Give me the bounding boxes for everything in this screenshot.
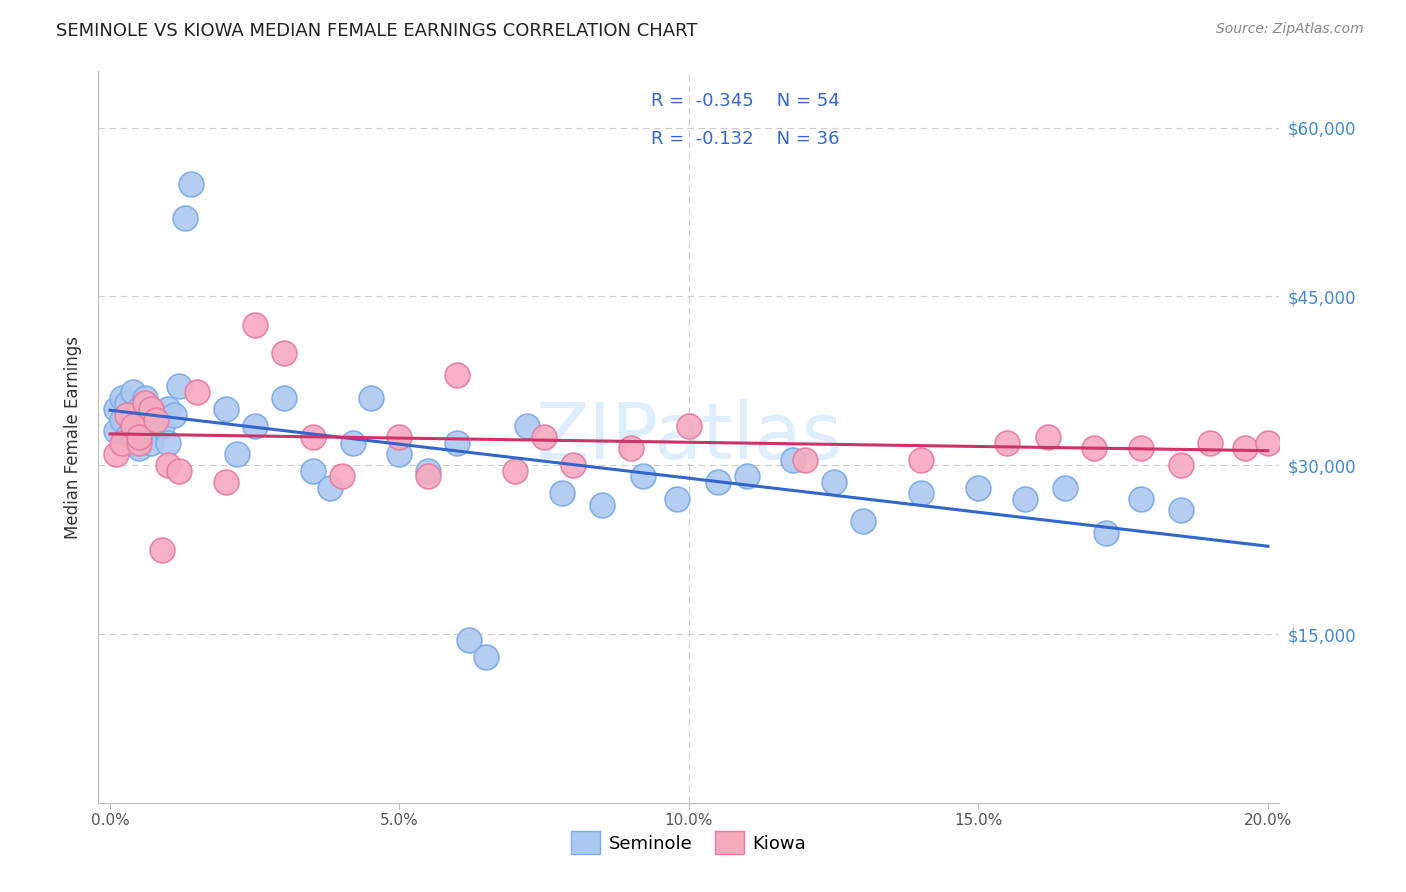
Point — [550, 486, 572, 500]
Point — [122, 435, 145, 450]
Point — [793, 452, 815, 467]
Point — [458, 632, 481, 647]
Point — [145, 413, 167, 427]
Point — [446, 435, 468, 450]
Text: SEMINOLE VS KIOWA MEDIAN FEMALE EARNINGS CORRELATION CHART: SEMINOLE VS KIOWA MEDIAN FEMALE EARNINGS… — [56, 22, 697, 40]
Point — [139, 401, 162, 416]
Point — [1257, 435, 1279, 450]
Point — [446, 368, 468, 383]
Point — [1129, 442, 1152, 456]
Point — [418, 464, 440, 478]
Point — [122, 418, 145, 433]
Text: R =  -0.345    N = 54: R = -0.345 N = 54 — [651, 92, 839, 110]
Point — [503, 464, 526, 478]
Point — [273, 345, 295, 359]
Point — [967, 481, 990, 495]
Point — [910, 452, 932, 467]
Point — [110, 435, 132, 450]
Point — [150, 418, 173, 433]
Text: Source: ZipAtlas.com: Source: ZipAtlas.com — [1216, 22, 1364, 37]
Y-axis label: Median Female Earnings: Median Female Earnings — [65, 335, 83, 539]
Text: ZIPatlas: ZIPatlas — [536, 399, 842, 475]
Point — [180, 177, 202, 191]
Point — [301, 464, 323, 478]
Point — [516, 418, 538, 433]
Point — [186, 385, 208, 400]
Point — [631, 469, 654, 483]
Point — [562, 458, 585, 473]
Point — [1036, 430, 1059, 444]
Point — [475, 649, 498, 664]
Point — [1083, 442, 1105, 456]
Point — [117, 396, 139, 410]
Point — [128, 401, 150, 416]
Point — [910, 486, 932, 500]
Point — [156, 435, 179, 450]
Point — [1094, 525, 1116, 540]
Point — [678, 418, 700, 433]
Point — [1233, 442, 1256, 456]
Point — [360, 391, 382, 405]
Point — [134, 425, 156, 439]
Point — [823, 475, 845, 489]
Point — [243, 318, 266, 332]
Point — [1170, 503, 1192, 517]
Point — [122, 385, 145, 400]
Text: R =  -0.132    N = 36: R = -0.132 N = 36 — [651, 129, 839, 148]
Point — [852, 515, 875, 529]
Legend: Seminole, Kiowa: Seminole, Kiowa — [562, 822, 815, 863]
Point — [122, 413, 145, 427]
Point — [163, 408, 186, 422]
Point — [117, 430, 139, 444]
Point — [169, 379, 191, 393]
Point — [128, 442, 150, 456]
Point — [342, 435, 364, 450]
Point — [995, 435, 1018, 450]
Point — [215, 475, 238, 489]
Point — [128, 430, 150, 444]
Point — [226, 447, 249, 461]
Point — [418, 469, 440, 483]
Point — [707, 475, 730, 489]
Point — [117, 408, 139, 422]
Point — [533, 430, 555, 444]
Point — [110, 413, 132, 427]
Point — [591, 498, 613, 512]
Point — [169, 464, 191, 478]
Point — [388, 447, 411, 461]
Point — [319, 481, 342, 495]
Point — [134, 391, 156, 405]
Point — [174, 211, 197, 225]
Point — [1199, 435, 1222, 450]
Point — [243, 418, 266, 433]
Point — [620, 442, 643, 456]
Point — [104, 425, 127, 439]
Point — [782, 452, 804, 467]
Point — [145, 413, 167, 427]
Point — [134, 396, 156, 410]
Point — [273, 391, 295, 405]
Point — [666, 491, 689, 506]
Point — [301, 430, 323, 444]
Point — [1170, 458, 1192, 473]
Point — [128, 418, 150, 433]
Point — [215, 401, 238, 416]
Point — [735, 469, 758, 483]
Point — [1014, 491, 1036, 506]
Point — [1129, 491, 1152, 506]
Point — [156, 458, 179, 473]
Point — [1054, 481, 1077, 495]
Point — [150, 542, 173, 557]
Point — [104, 401, 127, 416]
Point — [110, 391, 132, 405]
Point — [388, 430, 411, 444]
Point — [330, 469, 353, 483]
Point — [104, 447, 127, 461]
Point — [139, 435, 162, 450]
Point — [156, 401, 179, 416]
Point — [128, 435, 150, 450]
Point — [139, 401, 162, 416]
